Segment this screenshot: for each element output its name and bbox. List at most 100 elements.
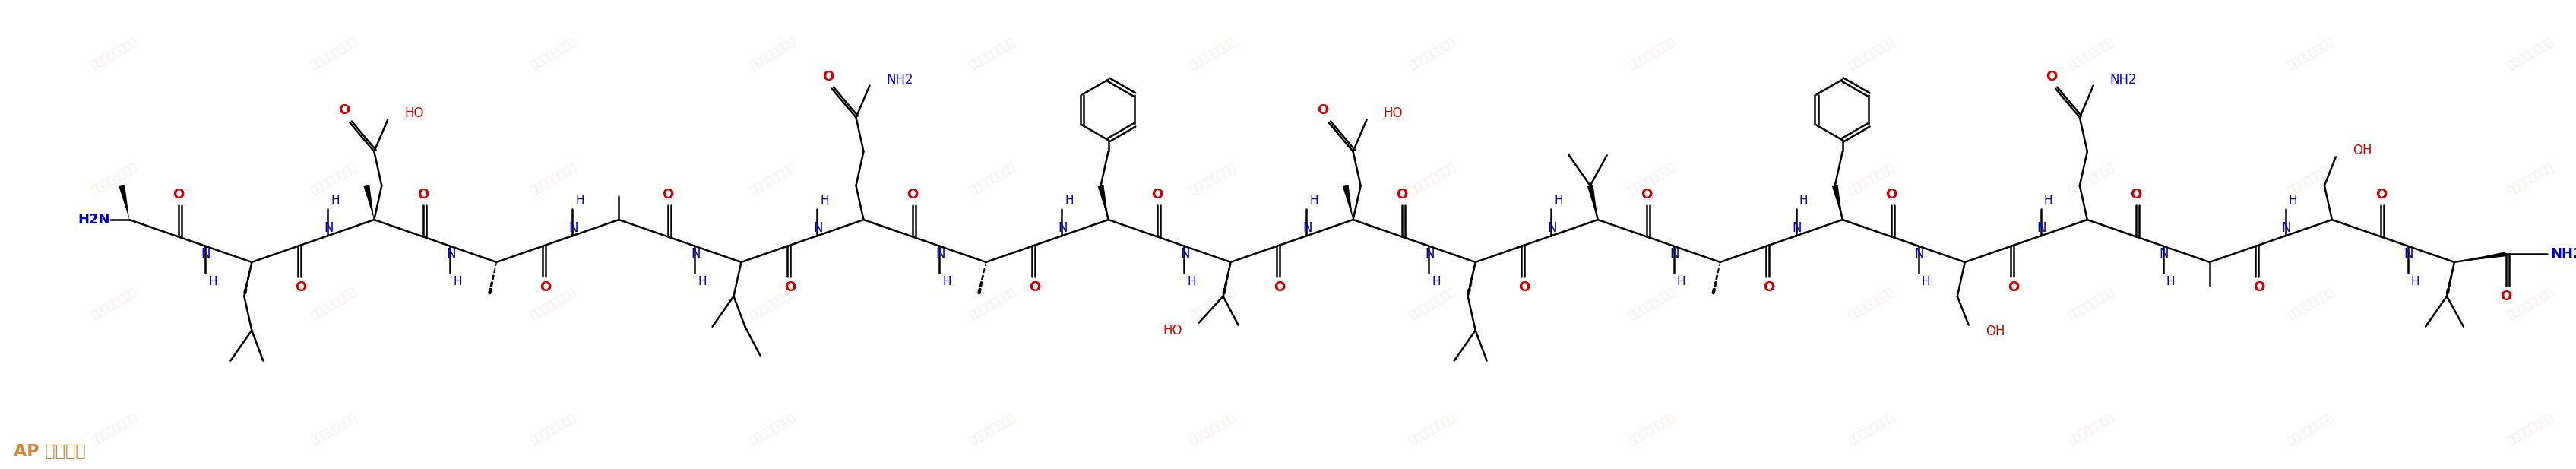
Text: 专肽生物专肽生物: 专肽生物专肽生物 <box>1625 161 1677 196</box>
Text: N: N <box>1669 247 1680 260</box>
Text: N: N <box>2159 247 2169 260</box>
Text: 专肽生物专肽生物: 专肽生物专肽生物 <box>2066 37 2115 71</box>
Text: H: H <box>698 276 706 287</box>
Text: H: H <box>1309 195 1319 206</box>
Text: 专肽生物专肽生物: 专肽生物专肽生物 <box>2066 412 2115 446</box>
Text: N: N <box>2280 221 2290 235</box>
Text: O: O <box>2045 69 2056 83</box>
Text: H: H <box>453 276 461 287</box>
Text: H: H <box>1553 195 1564 206</box>
Text: O: O <box>2130 188 2141 201</box>
Text: O: O <box>822 69 835 83</box>
Text: O: O <box>1641 188 1651 201</box>
Polygon shape <box>363 185 374 219</box>
Text: N: N <box>569 221 577 235</box>
Text: 专肽生物专肽生物: 专肽生物专肽生物 <box>747 161 799 196</box>
Text: 专肽生物专肽生物: 专肽生物专肽生物 <box>2285 161 2334 196</box>
Text: 专肽生物专肽生物: 专肽生物专肽生物 <box>969 161 1018 196</box>
Text: N: N <box>201 247 211 260</box>
Text: NH2: NH2 <box>2110 73 2136 86</box>
Text: O: O <box>1316 104 1329 117</box>
Text: 专肽生物专肽生物: 专肽生物专肽生物 <box>309 37 358 71</box>
Text: 专肽生物专肽生物: 专肽生物专肽生物 <box>90 161 139 196</box>
Polygon shape <box>1587 185 1597 219</box>
Text: O: O <box>783 281 796 295</box>
Text: 专肽生物专肽生物: 专肽生物专肽生物 <box>2506 412 2555 446</box>
Text: 专肽生物专肽生物: 专肽生物专肽生物 <box>1847 161 1896 196</box>
Text: 专肽生物专肽生物: 专肽生物专肽生物 <box>1406 161 1455 196</box>
Text: NH2: NH2 <box>2550 247 2576 261</box>
Text: N: N <box>2035 221 2045 235</box>
Text: N: N <box>690 247 701 260</box>
Text: N: N <box>1303 221 1311 235</box>
Text: H: H <box>574 195 585 206</box>
Text: O: O <box>1517 281 1530 295</box>
Text: N: N <box>1059 221 1066 235</box>
Text: O: O <box>662 188 672 201</box>
Text: O: O <box>294 281 307 295</box>
Text: N: N <box>1914 247 1924 260</box>
Polygon shape <box>1832 185 1842 219</box>
Text: 专肽生物专肽生物: 专肽生物专肽生物 <box>969 412 1018 446</box>
Text: 专肽生物专肽生物: 专肽生物专肽生物 <box>528 412 577 446</box>
Text: N: N <box>1180 247 1190 260</box>
Text: H: H <box>2411 276 2419 287</box>
Text: HO: HO <box>1383 107 1401 121</box>
Text: H: H <box>209 276 216 287</box>
Text: O: O <box>907 188 917 201</box>
Text: 专肽生物专肽生物: 专肽生物专肽生物 <box>2506 37 2555 71</box>
Text: 专肽生物专肽生物: 专肽生物专肽生物 <box>2506 287 2555 321</box>
Text: 专肽生物专肽生物: 专肽生物专肽生物 <box>1625 37 1677 71</box>
Text: 专肽生物专肽生物: 专肽生物专肽生物 <box>528 287 577 321</box>
Text: 专肽生物专肽生物: 专肽生物专肽生物 <box>528 37 577 71</box>
Polygon shape <box>2455 252 2506 262</box>
Text: 专肽生物专肽生物: 专肽生物专肽生物 <box>1847 37 1896 71</box>
Text: N: N <box>2403 247 2414 260</box>
Text: HO: HO <box>404 107 422 121</box>
Text: 专肽生物专肽生物: 专肽生物专肽生物 <box>1188 37 1236 71</box>
Text: 专肽生物专肽生物: 专肽生物专肽生物 <box>90 37 139 71</box>
Text: H: H <box>2166 276 2174 287</box>
Text: HO: HO <box>1162 324 1182 337</box>
Text: 专肽生物专肽生物: 专肽生物专肽生物 <box>2066 287 2115 321</box>
Text: N: N <box>1425 247 1435 260</box>
Text: N: N <box>446 247 456 260</box>
Text: 专肽生物专肽生物: 专肽生物专肽生物 <box>1188 161 1236 196</box>
Text: O: O <box>2499 290 2512 303</box>
Text: H: H <box>1064 195 1074 206</box>
Text: OH: OH <box>1984 324 2004 338</box>
Text: 专肽生物专肽生物: 专肽生物专肽生物 <box>747 37 799 71</box>
Text: 专肽生物专肽生物: 专肽生物专肽生物 <box>747 287 799 321</box>
Text: O: O <box>2375 188 2385 201</box>
Text: 专肽生物专肽生物: 专肽生物专肽生物 <box>90 287 139 321</box>
Polygon shape <box>1097 185 1108 219</box>
Text: 专肽生物专肽生物: 专肽生物专肽生物 <box>309 412 358 446</box>
Text: O: O <box>1762 281 1775 295</box>
Text: H2N: H2N <box>77 213 111 227</box>
Text: N: N <box>935 247 945 260</box>
Text: 专肽生物专肽生物: 专肽生物专肽生物 <box>528 161 577 196</box>
Text: 专肽生物专肽生物: 专肽生物专肽生物 <box>2285 37 2334 71</box>
Text: O: O <box>2251 281 2264 295</box>
Text: N: N <box>1546 221 1556 235</box>
Text: 专肽生物专肽生物: 专肽生物专肽生物 <box>2506 161 2555 196</box>
Text: 专肽生物专肽生物: 专肽生物专肽生物 <box>1188 412 1236 446</box>
Text: O: O <box>1396 188 1406 201</box>
Text: H: H <box>1432 276 1440 287</box>
Text: 专肽生物专肽生物: 专肽生物专肽生物 <box>2285 412 2334 446</box>
Text: 专肽生物专肽生物: 专肽生物专肽生物 <box>309 161 358 196</box>
Text: O: O <box>1273 281 1285 295</box>
Text: 专肽生物专肽生物: 专肽生物专肽生物 <box>969 287 1018 321</box>
Text: 专肽生物专肽生物: 专肽生物专肽生物 <box>1406 412 1455 446</box>
Text: N: N <box>814 221 822 235</box>
Text: H: H <box>943 276 951 287</box>
Text: O: O <box>2007 281 2020 295</box>
Text: 专肽生物专肽生物: 专肽生物专肽生物 <box>1406 37 1455 71</box>
Text: H: H <box>2043 195 2053 206</box>
Text: 专肽生物专肽生物: 专肽生物专肽生物 <box>1406 287 1455 321</box>
Polygon shape <box>1342 185 1352 219</box>
Text: 专肽生物专肽生物: 专肽生物专肽生物 <box>747 412 799 446</box>
Text: O: O <box>417 188 428 201</box>
Text: N: N <box>325 221 332 235</box>
Text: O: O <box>337 104 350 117</box>
